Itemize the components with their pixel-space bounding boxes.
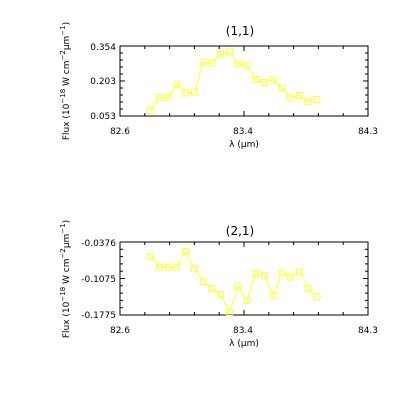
plot-frame	[119, 45, 369, 117]
data-point	[278, 84, 286, 92]
data-point	[208, 59, 216, 67]
data-point	[269, 291, 277, 299]
data-point	[304, 285, 312, 293]
data-point	[278, 269, 286, 277]
data-point	[269, 76, 277, 84]
x-tick-label: 83.4	[233, 326, 253, 336]
chart-title: (1,1)	[226, 24, 254, 38]
y-axis-label: Flux (10−18 W cm−2μm−1)	[59, 22, 72, 140]
x-axis-label: λ (μm)	[229, 339, 259, 349]
data-point	[155, 94, 163, 102]
data-point	[173, 263, 181, 271]
x-tick-label: 84.3	[358, 127, 378, 137]
data-point	[313, 96, 321, 103]
data-point	[208, 285, 216, 293]
chart-title: (2,1)	[226, 224, 254, 238]
axis-ticks	[119, 241, 369, 316]
data-point	[252, 76, 260, 83]
x-tick-label: 83.4	[233, 127, 253, 137]
y-tick-label: 0.354	[90, 43, 116, 53]
data-point	[234, 60, 242, 68]
data-point	[190, 265, 198, 273]
chart-panel-1: (1,1) 0.354 0.203 0.053 82.6 83.4 84.3 λ…	[59, 22, 378, 150]
x-axis-label: λ (μm)	[229, 140, 259, 150]
y-tick-label: -0.1775	[81, 311, 116, 321]
data-point	[199, 58, 207, 66]
data-point	[234, 282, 242, 290]
series-line	[147, 48, 321, 114]
data-point	[190, 88, 198, 96]
x-tick-label: 82.6	[110, 326, 130, 336]
axis-ticks	[119, 45, 369, 117]
x-tick-label: 82.6	[110, 127, 130, 137]
y-tick-label: 0.203	[90, 77, 116, 87]
chart-panel-2: (2,1) -0.0376 -0.1075 -0.1775 82.6 83.4 …	[59, 220, 378, 349]
series-line-path	[150, 51, 318, 111]
data-point	[164, 93, 172, 101]
data-point	[313, 293, 321, 301]
data-point	[287, 93, 295, 101]
data-point	[182, 89, 190, 97]
y-tick-label: 0.053	[90, 112, 116, 122]
data-point	[243, 62, 251, 69]
data-point	[252, 270, 260, 278]
data-point	[243, 297, 251, 304]
data-point	[199, 278, 207, 286]
data-point	[182, 248, 190, 255]
data-point	[225, 48, 233, 56]
plot-frame	[119, 241, 369, 316]
data-point	[287, 273, 295, 281]
y-tick-label: -0.1075	[81, 275, 116, 285]
series-line	[147, 248, 321, 316]
data-point	[155, 263, 163, 271]
y-axis-label: Flux (10−18 W cm−2μm−1)	[59, 220, 72, 338]
data-point	[225, 308, 233, 316]
data-point	[260, 271, 268, 279]
x-tick-label: 84.3	[358, 326, 378, 336]
data-point	[217, 291, 225, 299]
y-tick-label: -0.0376	[81, 239, 116, 249]
data-point	[295, 92, 303, 99]
data-point	[147, 106, 155, 114]
series-line-path	[150, 250, 318, 314]
data-point	[295, 268, 303, 276]
data-point	[147, 253, 155, 261]
data-point	[217, 50, 225, 58]
data-point	[164, 263, 172, 271]
data-point	[260, 79, 268, 86]
data-point	[173, 80, 181, 88]
data-point	[304, 98, 312, 106]
